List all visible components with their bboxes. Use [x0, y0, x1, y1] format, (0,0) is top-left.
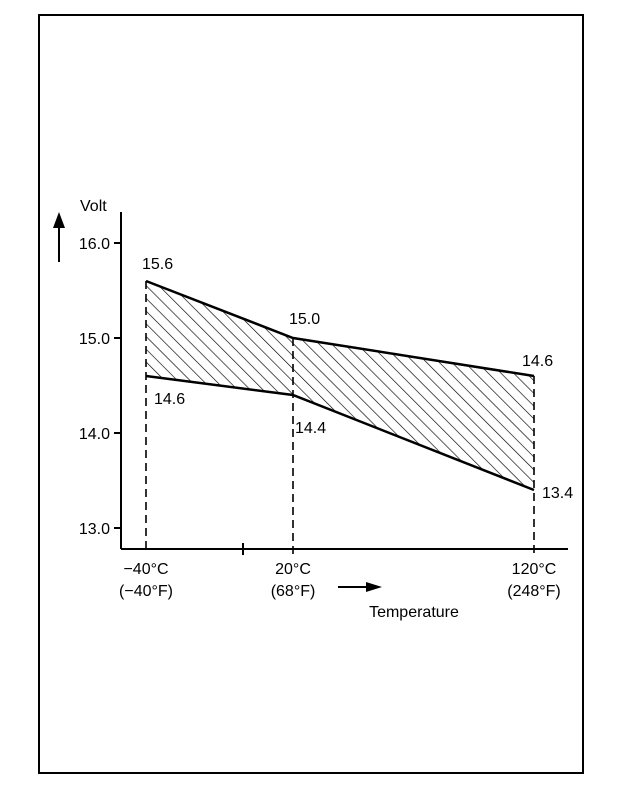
upper-data-label: 15.0 [289, 311, 320, 328]
x-tick-label: 20°C [275, 561, 311, 578]
y-tick-label: 13.0 [79, 521, 110, 538]
x-tick-label: −40°C [123, 561, 168, 578]
x-axis-arrow-head [366, 582, 382, 592]
lower-data-label: 14.4 [295, 420, 326, 437]
y-tick-label: 15.0 [79, 331, 110, 348]
data-labels: 15.6 15.0 14.6 14.6 14.4 13.4 [142, 256, 573, 502]
y-tick-label: 14.0 [79, 426, 110, 443]
y-axis-title: Volt [80, 198, 107, 215]
y-ticks: 13.0 14.0 15.0 16.0 [79, 236, 122, 538]
x-tick-sublabel: (68°F) [271, 583, 316, 600]
dashed-guides [145, 281, 535, 554]
figure-frame [38, 14, 584, 774]
x-tick-label: 120°C [512, 561, 557, 578]
y-axis-arrow-head [53, 212, 65, 228]
upper-data-label: 15.6 [142, 256, 173, 273]
x-tick-sublabel: (248°F) [507, 583, 561, 600]
voltage-band-area [146, 281, 534, 490]
x-axis-title: Temperature [369, 604, 459, 621]
y-tick-label: 16.0 [79, 236, 110, 253]
lower-data-label: 13.4 [542, 485, 573, 502]
x-ticks: −40°C (−40°F) 20°C (68°F) 120°C (248°F) [119, 561, 561, 600]
lower-data-label: 14.6 [154, 391, 185, 408]
upper-data-label: 14.6 [522, 353, 553, 370]
x-tick-sublabel: (−40°F) [119, 583, 173, 600]
